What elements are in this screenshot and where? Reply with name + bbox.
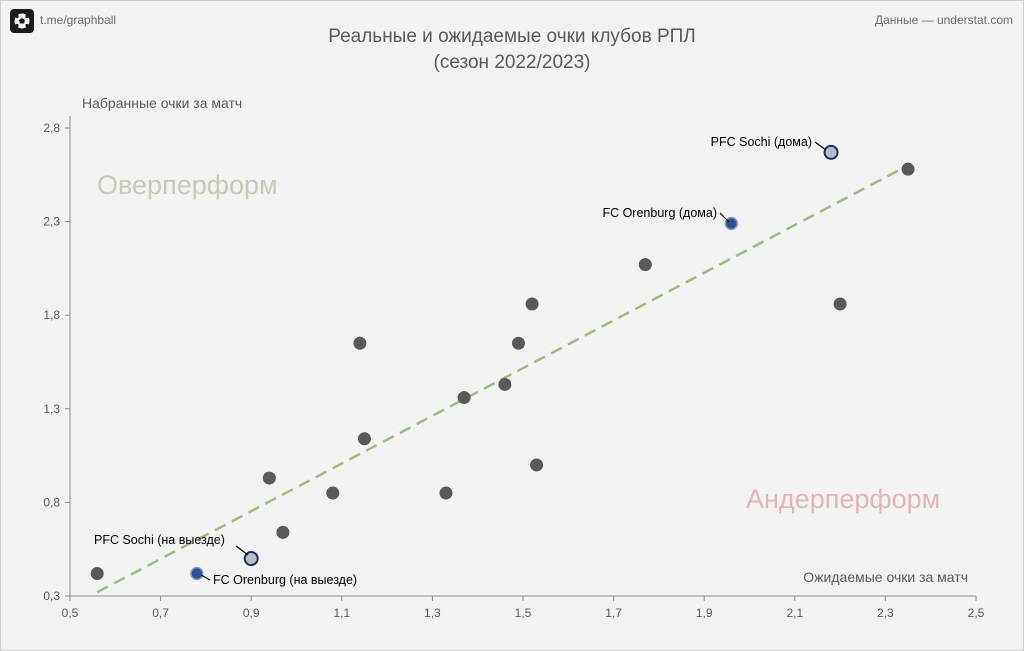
annotation-leader: [719, 212, 730, 223]
y-tick-label: 0,3: [43, 589, 60, 603]
point-annotation: PFC Sochi (на выезде): [94, 533, 225, 547]
y-tick-label: 2,8: [43, 121, 60, 135]
underperform-zone-label: Андерперформ: [746, 484, 941, 514]
data-point: [638, 258, 652, 272]
data-point: [530, 458, 544, 472]
x-axis-label: Ожидаемые очки за матч: [803, 569, 968, 585]
chart-title: Реальные и ожидаемые очки клубов РПЛ (се…: [0, 24, 1024, 76]
data-point-highlight: [190, 566, 204, 581]
point-annotation: PFC Sochi (дома): [711, 135, 812, 149]
data-point: [357, 432, 371, 446]
data-point: [511, 336, 525, 350]
x-tick-label: 1,9: [696, 606, 713, 620]
data-point: [498, 377, 512, 391]
data-point-highlight: [243, 551, 259, 567]
data-point-highlight: [823, 144, 839, 160]
data-point: [439, 486, 453, 500]
point-annotation: FC Orenburg (на выезде): [213, 573, 357, 587]
data-point: [276, 525, 290, 539]
x-tick-label: 0,7: [152, 606, 169, 620]
annotation-leader: [814, 141, 827, 151]
x-tick-label: 2,1: [786, 606, 803, 620]
y-tick-label: 2,3: [43, 215, 60, 229]
data-point: [262, 471, 276, 485]
x-tick-label: 2,3: [877, 606, 894, 620]
x-tick-label: 0,5: [62, 606, 79, 620]
x-tick-label: 1,5: [515, 606, 532, 620]
data-source: Данные — understat.com: [874, 13, 1013, 27]
chart-title-line2: (сезон 2022/2023): [433, 52, 591, 73]
y-tick-label: 0,8: [43, 495, 60, 509]
chart-title-line1: Реальные и ожидаемые очки клубов РПЛ: [328, 26, 696, 47]
x-tick-label: 2,5: [968, 606, 985, 620]
data-point: [901, 162, 915, 176]
x-tick-label: 1,3: [424, 606, 441, 620]
y-tick-label: 1,8: [43, 308, 60, 322]
x-tick-label: 0,9: [243, 606, 260, 620]
data-point: [326, 486, 340, 500]
x-tick-label: 1,7: [605, 606, 622, 620]
graphball-logo: [10, 9, 34, 33]
data-point: [457, 391, 471, 405]
data-point: [525, 297, 539, 311]
data-point-highlight: [724, 216, 739, 231]
channel-link[interactable]: t.me/graphball: [40, 13, 117, 27]
annotation-leader: [200, 574, 211, 581]
data-point: [833, 297, 847, 311]
data-point: [90, 567, 104, 581]
y-tick-label: 1,3: [43, 402, 60, 416]
y-axis-label: Набранные очки за матч: [82, 95, 243, 111]
data-point: [353, 336, 367, 350]
x-tick-label: 1,1: [333, 606, 350, 620]
overperform-zone-label: Оверперформ: [97, 170, 278, 200]
point-annotation: FC Orenburg (дома): [602, 206, 717, 220]
annotation-leader: [235, 545, 249, 556]
